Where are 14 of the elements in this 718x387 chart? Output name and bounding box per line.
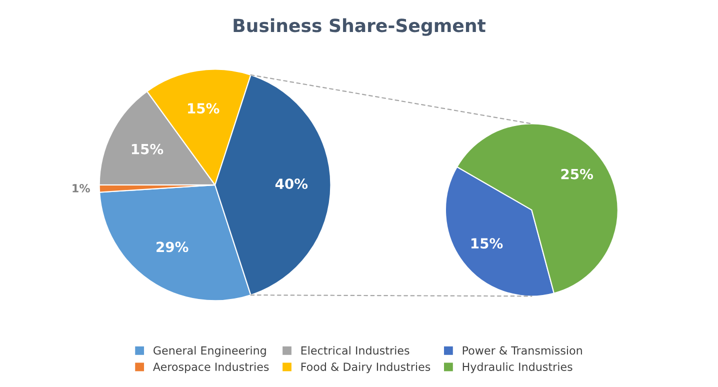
legend-label: Aerospace Industries <box>152 362 269 374</box>
data-label: 29% <box>156 242 188 252</box>
legend-label: Power & Transmission <box>462 346 582 355</box>
legend-label: Food & Dairy Industries <box>301 362 430 374</box>
data-label: 15% <box>188 103 220 114</box>
chart-title: Business Share-Segment <box>234 18 486 36</box>
legend-label: Electrical Industries <box>301 346 410 355</box>
legend-label: General Engineering <box>154 346 266 357</box>
data-label: 25% <box>561 168 594 180</box>
data-label: 1% <box>72 184 90 192</box>
data-label: 15% <box>132 144 164 154</box>
legend-label: Hydraulic Industries <box>462 362 572 374</box>
data-label: 40% <box>275 178 308 190</box>
data-label: 15% <box>471 238 503 249</box>
